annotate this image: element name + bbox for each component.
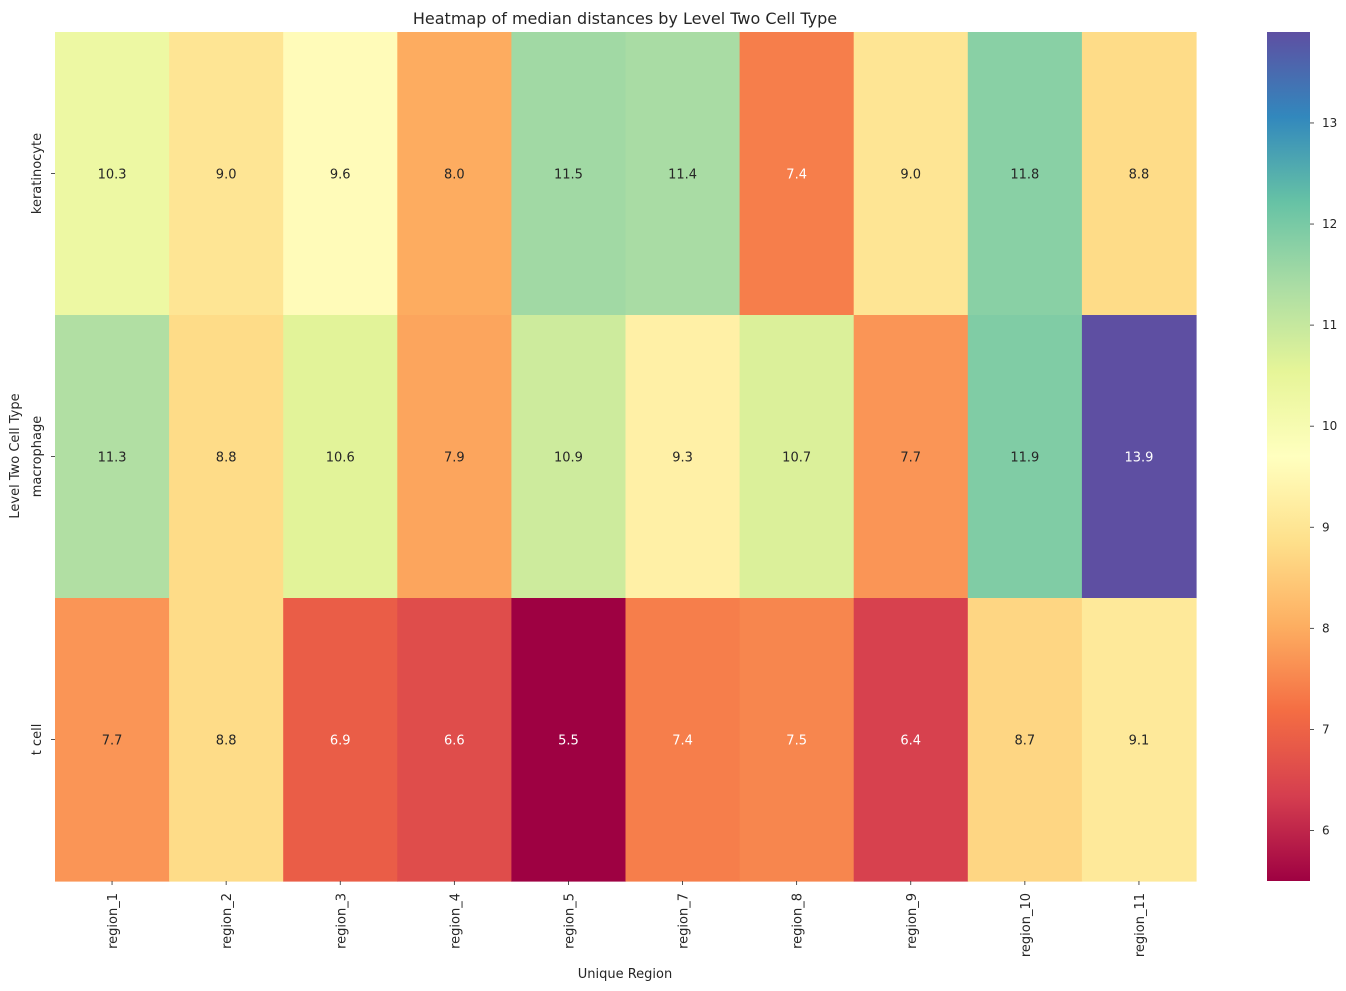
cell-value-label: 8.8 bbox=[216, 451, 237, 466]
cell-value-label: 10.6 bbox=[326, 451, 355, 466]
cell-value-label: 6.9 bbox=[330, 734, 351, 749]
y-tick-label: macrophage bbox=[30, 416, 45, 498]
heatmap-cell bbox=[1081, 32, 1197, 316]
cell-value-label: 6.6 bbox=[444, 734, 465, 749]
heatmap-cell bbox=[1081, 315, 1197, 599]
heatmap-cell bbox=[55, 598, 170, 882]
cell-value-label: 7.4 bbox=[786, 168, 807, 183]
cell-value-label: 8.7 bbox=[1015, 734, 1036, 749]
cell-value-label: 7.9 bbox=[444, 451, 465, 466]
heatmap-cell bbox=[853, 315, 969, 599]
heatmap-cell-labels: 10.3 9.0 9.6 8.0 11.5 11.4 7.4 9.0 11.8 8.8 11.3 8.… bbox=[98, 168, 1154, 749]
heatmap-cell bbox=[511, 598, 627, 882]
heatmap-cell bbox=[169, 32, 284, 316]
cell-value-label: 10.9 bbox=[554, 451, 583, 466]
heatmap-cells bbox=[55, 32, 1197, 882]
cell-value-label: 11.4 bbox=[668, 168, 697, 183]
heatmap-cell bbox=[55, 315, 170, 599]
heatmap-cell bbox=[853, 32, 969, 316]
heatmap-cell bbox=[397, 315, 512, 599]
cell-value-label: 13.9 bbox=[1124, 451, 1153, 466]
y-tick-label: t cell bbox=[30, 724, 45, 756]
colorbar-ticks: 6 7 8 9 10 11 12 13 bbox=[1310, 116, 1337, 837]
heatmap-cell bbox=[967, 315, 1083, 599]
cell-value-label: 9.0 bbox=[216, 168, 237, 183]
heatmap-cell bbox=[511, 32, 627, 316]
heatmap-cell bbox=[967, 32, 1083, 316]
cell-value-label: 7.7 bbox=[900, 451, 921, 466]
colorbar-tick-label: 8 bbox=[1322, 621, 1330, 635]
heatmap-cell bbox=[625, 32, 741, 316]
x-tick-label: region_10 bbox=[1019, 893, 1034, 957]
cell-value-label: 8.8 bbox=[1129, 168, 1150, 183]
cell-value-label: 7.4 bbox=[672, 734, 693, 749]
x-tick-label: region_1 bbox=[106, 893, 121, 949]
heatmap-cell bbox=[625, 598, 741, 882]
cell-value-label: 7.7 bbox=[102, 734, 123, 749]
cell-value-label: 9.0 bbox=[900, 168, 921, 183]
colorbar-tick-label: 9 bbox=[1322, 520, 1330, 534]
heatmap-cell bbox=[1081, 598, 1197, 882]
heatmap-cell bbox=[169, 315, 284, 599]
x-tick-label: region_8 bbox=[791, 893, 806, 949]
cell-value-label: 8.0 bbox=[444, 168, 465, 183]
heatmap-cell bbox=[283, 315, 398, 599]
colorbar: 6 7 8 9 10 11 12 13 bbox=[1267, 32, 1337, 881]
heatmap-cell bbox=[397, 598, 512, 882]
x-tick-label: region_7 bbox=[677, 893, 692, 949]
x-axis-ticks: region_1 region_2 region_3 region_4 region_5… bbox=[106, 881, 1148, 957]
colorbar-tick-label: 12 bbox=[1322, 217, 1337, 231]
cell-value-label: 10.7 bbox=[782, 451, 811, 466]
heatmap-cell bbox=[739, 315, 855, 599]
cell-value-label: 5.5 bbox=[558, 734, 579, 749]
cell-value-label: 11.9 bbox=[1010, 451, 1039, 466]
x-axis-label: Unique Region bbox=[578, 967, 673, 982]
colorbar-tick-label: 11 bbox=[1322, 318, 1337, 332]
cell-value-label: 9.1 bbox=[1129, 734, 1150, 749]
heatmap-cell bbox=[283, 598, 398, 882]
cell-value-label: 9.3 bbox=[672, 451, 693, 466]
cell-value-label: 6.4 bbox=[900, 734, 921, 749]
y-axis-label: Level Two Cell Type bbox=[8, 393, 23, 518]
y-tick-label: keratinocyte bbox=[30, 133, 45, 214]
y-axis-ticks: keratinocyte macrophage t cell bbox=[30, 133, 55, 755]
heatmap-cell bbox=[511, 315, 627, 599]
x-tick-label: region_9 bbox=[905, 893, 920, 949]
heatmap-cell bbox=[55, 32, 170, 316]
heatmap-cell bbox=[739, 598, 855, 882]
heatmap-cell bbox=[853, 598, 969, 882]
cell-value-label: 11.3 bbox=[98, 451, 127, 466]
colorbar-tick-label: 13 bbox=[1322, 116, 1337, 130]
cell-value-label: 10.3 bbox=[98, 168, 127, 183]
cell-value-label: 11.5 bbox=[554, 168, 583, 183]
x-tick-label: region_4 bbox=[448, 893, 463, 949]
heatmap-cell bbox=[739, 32, 855, 316]
x-tick-label: region_11 bbox=[1133, 893, 1148, 957]
heatmap-cell bbox=[967, 598, 1083, 882]
chart-title: Heatmap of median distances by Level Two… bbox=[413, 9, 837, 28]
heatmap-cell bbox=[283, 32, 398, 316]
x-tick-label: region_5 bbox=[562, 893, 577, 949]
cell-value-label: 8.8 bbox=[216, 734, 237, 749]
x-tick-label: region_2 bbox=[220, 893, 235, 949]
cell-value-label: 11.8 bbox=[1010, 168, 1039, 183]
colorbar-tick-label: 10 bbox=[1322, 419, 1337, 433]
cell-value-label: 7.5 bbox=[786, 734, 807, 749]
heatmap-cell bbox=[169, 598, 284, 882]
x-tick-label: region_3 bbox=[334, 893, 349, 949]
cell-value-label: 9.6 bbox=[330, 168, 351, 183]
heatmap-cell bbox=[397, 32, 512, 316]
heatmap-cell bbox=[625, 315, 741, 599]
colorbar-gradient bbox=[1267, 32, 1310, 881]
colorbar-tick-label: 6 bbox=[1322, 823, 1330, 837]
colorbar-tick-label: 7 bbox=[1322, 722, 1330, 736]
